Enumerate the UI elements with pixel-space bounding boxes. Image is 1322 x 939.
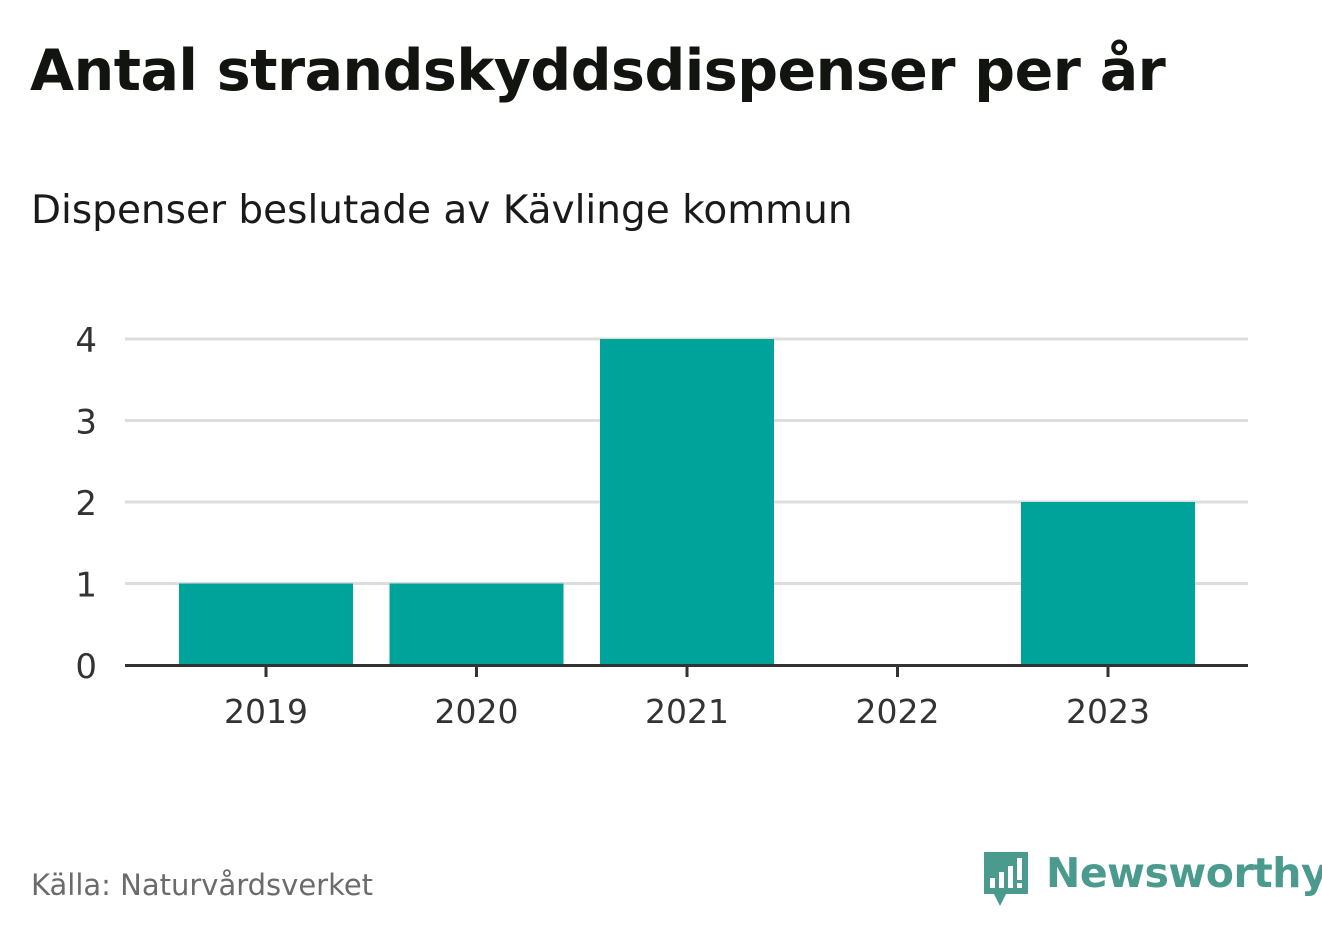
y-tick-label: 0	[75, 647, 97, 687]
source-note: Källa: Naturvårdsverket	[31, 868, 374, 902]
x-tick-label: 2022	[856, 692, 940, 731]
x-tick-label: 2023	[1066, 692, 1150, 731]
y-tick-label: 3	[75, 403, 97, 443]
x-tick-label: 2019	[224, 692, 308, 731]
chart-title: Antal strandskyddsdispenser per år	[30, 38, 1166, 104]
x-tick-label: 2020	[435, 692, 519, 731]
bar-2020	[389, 583, 564, 665]
bar-2023	[1021, 502, 1195, 665]
newsworthy-logo-icon	[984, 852, 1028, 906]
bar-2021	[600, 339, 774, 665]
bars	[179, 339, 1195, 665]
newsworthy-logo: Newsworthy	[980, 848, 1322, 912]
y-axis-ticks: 0 1 2 3 4	[75, 321, 97, 687]
logo-text: Newsworthy	[1046, 849, 1322, 897]
x-tick-label: 2021	[645, 692, 729, 731]
bar-2019	[179, 583, 353, 665]
bar-chart: 0 1 2 3 4 2019 2020 2021 2022 2023	[75, 321, 1248, 731]
y-tick-label: 2	[75, 484, 97, 524]
x-axis-ticks: 2019 2020 2021 2022 2023	[224, 665, 1150, 731]
chart-subtitle: Dispenser beslutade av Kävlinge kommun	[31, 188, 853, 233]
y-tick-label: 4	[75, 321, 97, 361]
y-tick-label: 1	[75, 566, 97, 606]
